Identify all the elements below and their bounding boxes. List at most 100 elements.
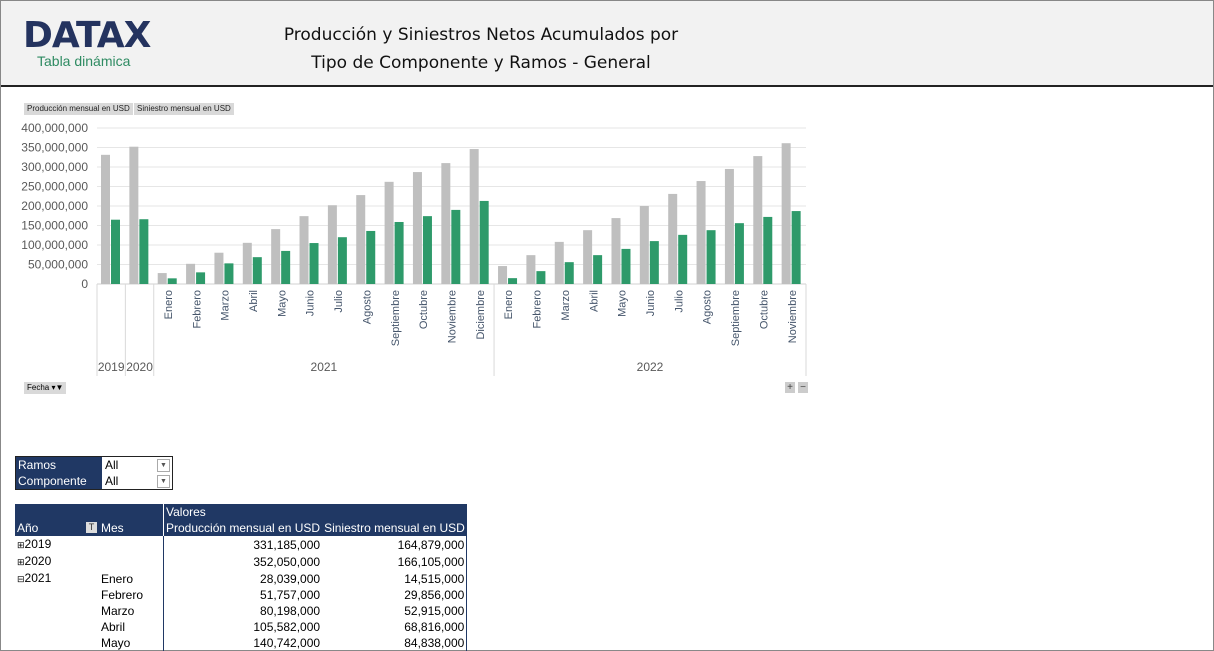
row-year[interactable] bbox=[15, 603, 99, 619]
expand-toggle-icon[interactable]: ⊟ bbox=[17, 574, 25, 584]
y-tick-label: 100,000,000 bbox=[21, 238, 88, 252]
col-month[interactable]: Mes bbox=[99, 520, 164, 536]
table-row: Mayo 140,742,000 84,838,000 bbox=[15, 635, 468, 651]
filter-componente[interactable]: Componente All ▼ bbox=[16, 473, 172, 489]
prod-value: 140,742,000 bbox=[163, 635, 323, 651]
row-month: Marzo bbox=[101, 604, 135, 618]
row-year[interactable]: ⊟2021 bbox=[15, 570, 99, 587]
y-tick-label: 400,000,000 bbox=[21, 121, 88, 135]
siniestro-bar[interactable] bbox=[564, 262, 574, 284]
collapse-button[interactable]: − bbox=[798, 382, 808, 393]
produccion-bar[interactable] bbox=[554, 241, 564, 284]
field-button-produccion[interactable]: Producción mensual en USD bbox=[24, 103, 133, 115]
produccion-bar[interactable] bbox=[498, 266, 508, 284]
produccion-bar[interactable] bbox=[356, 195, 366, 284]
produccion-bar[interactable] bbox=[696, 181, 706, 284]
y-tick-label: 250,000,000 bbox=[21, 180, 88, 194]
x-year-label: 2022 bbox=[637, 360, 664, 374]
row-year[interactable] bbox=[15, 635, 99, 651]
title-line-2: Tipo de Componente y Ramos - General bbox=[311, 53, 651, 73]
expand-toggle-icon[interactable]: ⊞ bbox=[17, 557, 25, 567]
fecha-filter-button[interactable]: Fecha ▾▼ bbox=[24, 382, 67, 394]
siniestro-bar[interactable] bbox=[309, 243, 319, 284]
siniestro-bar[interactable] bbox=[139, 219, 149, 284]
produccion-bar[interactable] bbox=[129, 146, 139, 284]
year-label: 2021 bbox=[24, 571, 52, 585]
filter-ramos[interactable]: Ramos All ▼ bbox=[16, 457, 172, 473]
sin-value: 84,838,000 bbox=[322, 635, 468, 651]
siniestro-bar[interactable] bbox=[196, 272, 206, 284]
produccion-bar[interactable] bbox=[724, 168, 734, 284]
prod-value: 352,050,000 bbox=[163, 553, 323, 570]
siniestro-bar[interactable] bbox=[649, 241, 659, 284]
row-year[interactable]: ⊞2019 bbox=[15, 536, 99, 553]
produccion-bar[interactable] bbox=[412, 172, 422, 284]
x-month-label: Octubre bbox=[418, 290, 430, 329]
siniestro-bar[interactable] bbox=[593, 255, 603, 284]
produccion-bar[interactable] bbox=[157, 273, 167, 284]
siniestro-bar[interactable] bbox=[479, 200, 489, 284]
produccion-bar[interactable] bbox=[526, 255, 536, 284]
datax-logo: DATAX bbox=[23, 15, 151, 56]
produccion-bar[interactable] bbox=[611, 218, 621, 284]
produccion-bar[interactable] bbox=[101, 154, 110, 284]
produccion-bar[interactable] bbox=[214, 252, 224, 284]
row-month bbox=[99, 553, 164, 570]
filter-value[interactable]: All bbox=[102, 473, 155, 489]
dropdown-arrow-icon[interactable]: ▼ bbox=[157, 475, 170, 488]
sin-value: 29,856,000 bbox=[322, 587, 468, 603]
siniestro-bar[interactable] bbox=[167, 278, 177, 284]
col-year[interactable]: Año T bbox=[15, 520, 99, 536]
siniestro-bar[interactable] bbox=[366, 230, 376, 284]
siniestro-bar[interactable] bbox=[252, 257, 262, 284]
siniestro-bar[interactable] bbox=[763, 216, 773, 284]
siniestro-bar[interactable] bbox=[224, 263, 234, 284]
produccion-bar[interactable] bbox=[299, 216, 309, 284]
row-year[interactable] bbox=[15, 619, 99, 635]
siniestro-bar[interactable] bbox=[791, 211, 801, 284]
filter-icon[interactable]: T bbox=[86, 522, 97, 533]
produccion-bar[interactable] bbox=[639, 206, 649, 284]
row-month: Febrero bbox=[101, 588, 144, 602]
produccion-bar[interactable] bbox=[327, 205, 337, 284]
filter-label: Componente bbox=[16, 473, 102, 489]
produccion-bar[interactable] bbox=[583, 230, 593, 284]
siniestro-bar[interactable] bbox=[678, 234, 688, 284]
expand-button[interactable]: + bbox=[785, 382, 795, 393]
produccion-bar[interactable] bbox=[242, 242, 252, 284]
pivot-table: Valores Año T Mes Producción mensual en U… bbox=[15, 504, 468, 651]
expand-toggle-icon[interactable]: ⊞ bbox=[17, 540, 25, 550]
row-month: Enero bbox=[101, 571, 134, 586]
sin-value: 166,105,000 bbox=[322, 553, 468, 570]
siniestro-bar[interactable] bbox=[394, 221, 404, 284]
siniestro-bar[interactable] bbox=[508, 278, 518, 284]
row-year[interactable] bbox=[15, 587, 99, 603]
produccion-bar[interactable] bbox=[753, 156, 763, 284]
siniestro-bar[interactable] bbox=[422, 216, 432, 284]
row-month: Mayo bbox=[101, 636, 131, 650]
dropdown-arrow-icon[interactable]: ▼ bbox=[157, 459, 170, 472]
report-header: DATAX Tabla dinámica Producción y Sinies… bbox=[1, 1, 1213, 87]
x-month-label: Septiembre bbox=[390, 290, 402, 346]
produccion-bar[interactable] bbox=[469, 149, 479, 284]
x-month-label: Julio bbox=[333, 290, 345, 313]
produccion-bar[interactable] bbox=[186, 263, 196, 284]
produccion-bar[interactable] bbox=[384, 181, 394, 284]
produccion-bar[interactable] bbox=[271, 229, 281, 284]
pivot-chart: 0 50,000,000 100,000,000 150,000,000 200,000… bbox=[21, 121, 807, 376]
row-year[interactable]: ⊞2020 bbox=[15, 553, 99, 570]
siniestro-bar[interactable] bbox=[734, 223, 744, 284]
produccion-bar[interactable] bbox=[441, 163, 451, 284]
produccion-bar[interactable] bbox=[781, 143, 791, 284]
siniestro-bar[interactable] bbox=[536, 271, 546, 284]
siniestro-bar[interactable] bbox=[621, 248, 631, 284]
siniestro-bar[interactable] bbox=[281, 250, 291, 284]
siniestro-bar[interactable] bbox=[111, 219, 120, 284]
table-row: ⊞2020 352,050,000 166,105,000 bbox=[15, 553, 468, 570]
siniestro-bar[interactable] bbox=[337, 237, 347, 284]
siniestro-bar[interactable] bbox=[451, 209, 461, 284]
field-button-siniestro[interactable]: Siniestro mensual en USD bbox=[134, 103, 234, 115]
filter-value[interactable]: All bbox=[102, 457, 155, 473]
siniestro-bar[interactable] bbox=[706, 230, 716, 284]
produccion-bar[interactable] bbox=[668, 193, 678, 284]
